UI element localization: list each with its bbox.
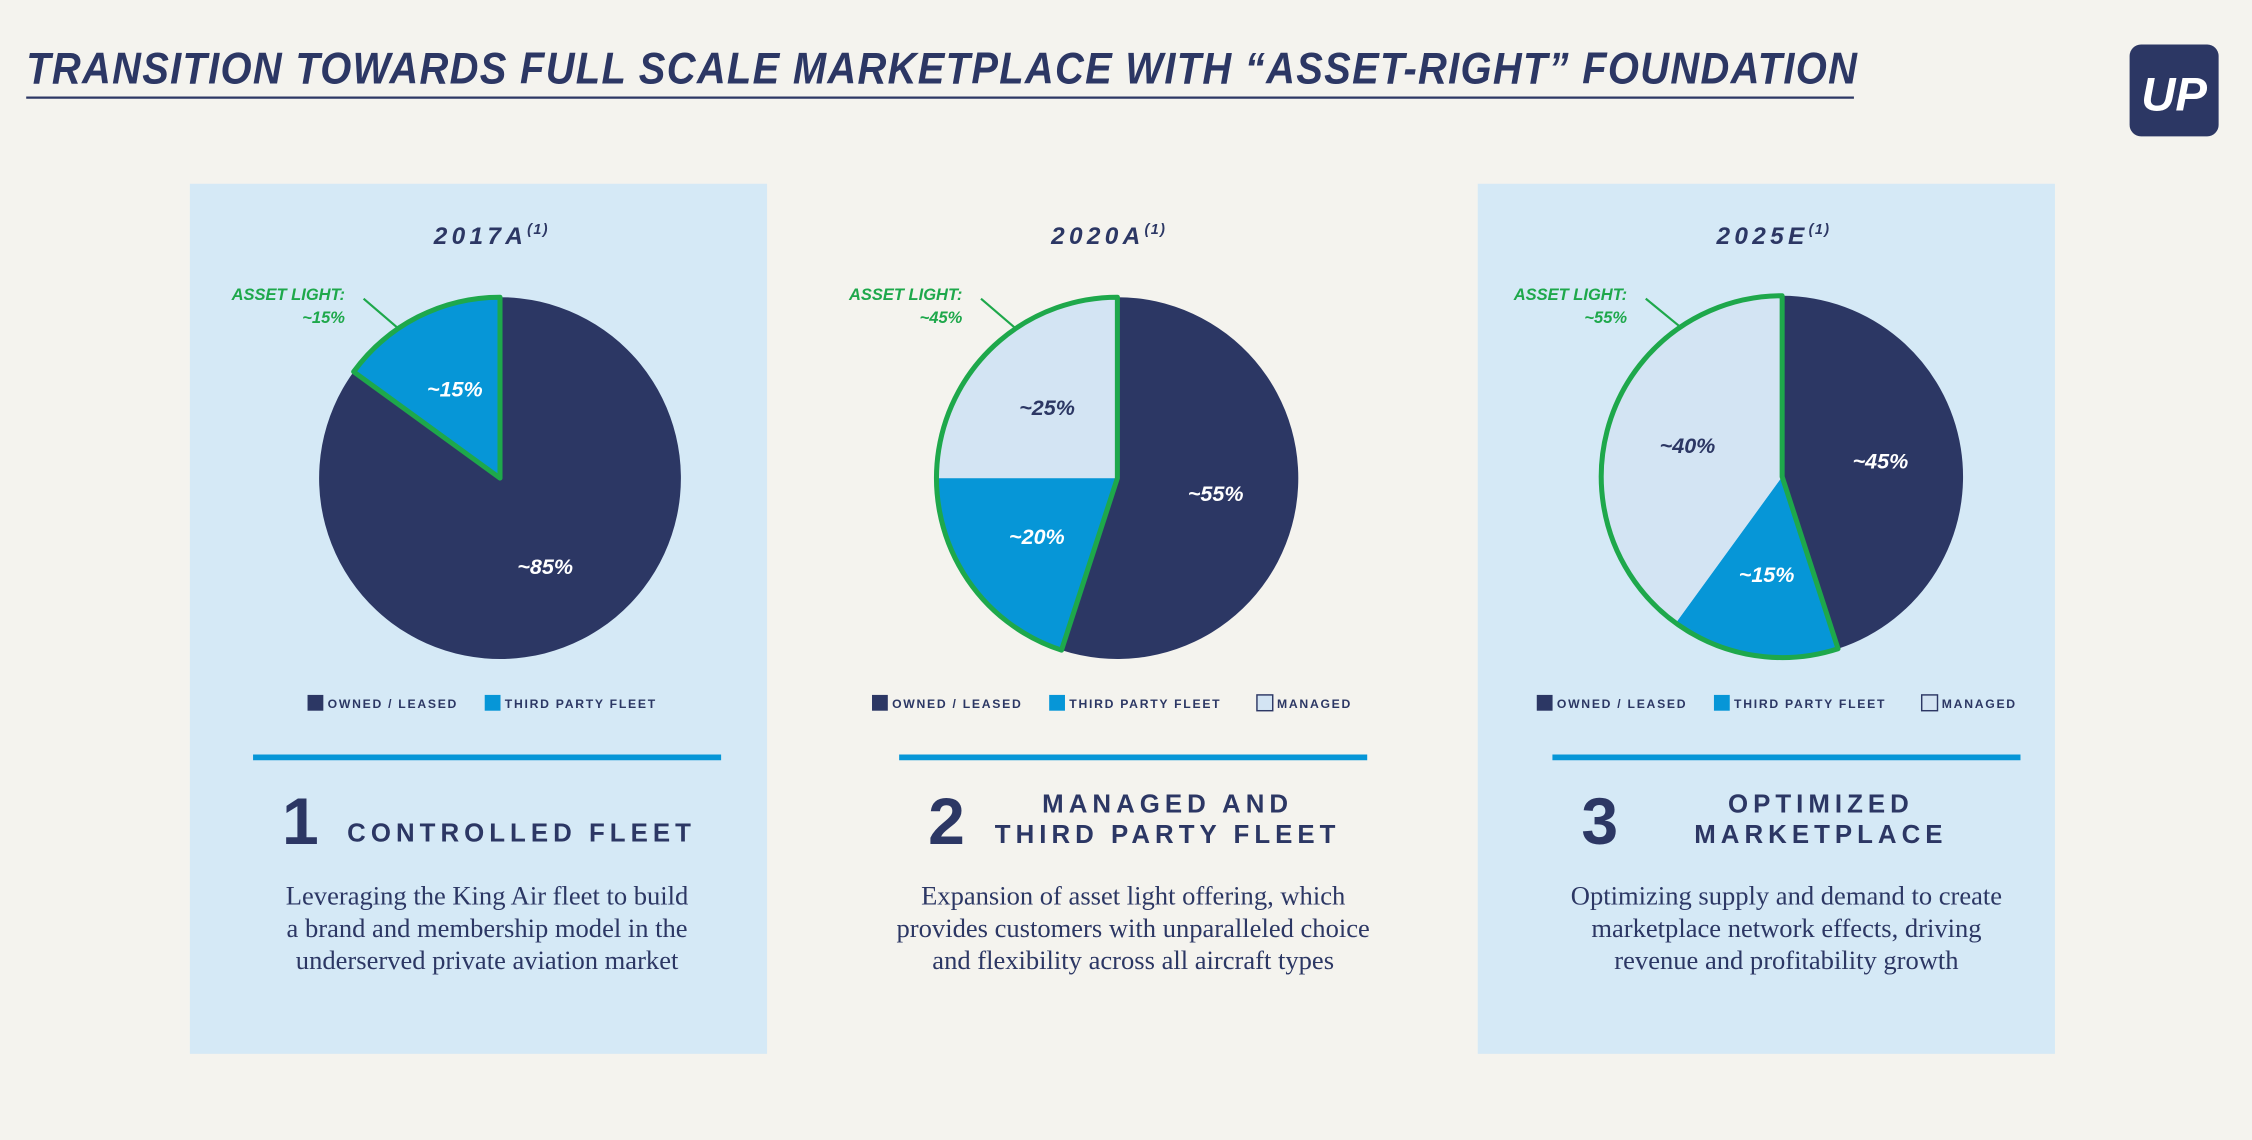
panel-description: Leveraging the King Air fleet to build [286, 881, 689, 911]
pie-slice [353, 297, 501, 479]
annotation: ASSET LIGHT: [848, 286, 962, 304]
value-label: ~85% [517, 555, 573, 579]
value-label: ~45% [1853, 449, 1909, 473]
panel-description: Optimizing supply and demand to create [1571, 881, 2002, 911]
pie-slice [936, 478, 1118, 651]
slide-title: TRANSITION TOWARDS FULL SCALE MARKETPLAC… [26, 44, 1858, 93]
pie-slice [936, 297, 1118, 479]
annotation: ASSET LIGHT: [1513, 286, 1627, 304]
legend-swatch [1536, 694, 1553, 711]
value-label: ~25% [1019, 396, 1075, 420]
pie-slice [1782, 295, 1964, 649]
pie-slice [1675, 476, 1839, 658]
value-label: ~15% [427, 378, 483, 402]
annotation: ASSET LIGHT: [231, 286, 345, 304]
chart-title: 2025E(1) [1716, 222, 1831, 250]
logo [2129, 44, 2219, 137]
chart-title-text: 2017A [433, 223, 527, 250]
chart-title-note: (1) [527, 222, 549, 238]
value-label: ~20% [1009, 525, 1065, 549]
panel-heading: THIRD PARTY FLEET [995, 821, 1341, 849]
panel-description: provides customers with unparalleled cho… [897, 913, 1370, 943]
panel-description: and flexibility across all aircraft type… [932, 945, 1334, 975]
annotation-leader [980, 297, 1017, 330]
annotation: ~45% [920, 309, 963, 327]
panel-heading: MARKETPLACE [1694, 821, 1947, 849]
annotation-leader [1645, 297, 1682, 328]
panel-description: a brand and membership model in the [287, 913, 688, 943]
annotation-leader [362, 297, 400, 330]
panel-heading: OPTIMIZED [1728, 791, 1914, 819]
legend-label: OWNED / LEASED [1557, 697, 1687, 711]
chart-title-note: (1) [1809, 222, 1831, 238]
panel-description: Expansion of asset light offering, which [921, 881, 1345, 911]
pie-slice [1601, 295, 1783, 624]
panel-description: revenue and profitability growth [1614, 945, 1958, 975]
legend-swatch [1256, 694, 1274, 712]
panel-description: marketplace network effects, driving [1591, 913, 1981, 943]
legend-label: THIRD PARTY FLEET [1734, 697, 1886, 711]
legend-swatch [872, 694, 888, 711]
asset-light-outline [1598, 293, 1841, 661]
pie-slice [1061, 297, 1299, 660]
value-label: ~15% [1739, 563, 1795, 587]
legend-label: MANAGED [1942, 697, 2017, 711]
legend-label: OWNED / LEASED [892, 697, 1022, 711]
legend-swatch [1713, 694, 1730, 711]
chart-title-text: 2020A [1050, 223, 1144, 250]
legend-swatch [1049, 694, 1065, 711]
chart-title: 2020A(1) [1050, 222, 1166, 250]
legend-label: THIRD PARTY FLEET [1069, 697, 1221, 711]
panel-description: underserved private aviation market [296, 945, 679, 975]
panel-number: 2 [928, 784, 965, 858]
legend-label: OWNED / LEASED [328, 697, 458, 711]
chart-title-text: 2025E [1716, 223, 1809, 250]
panel-number: 3 [1581, 784, 1618, 858]
panel-heading: MANAGED AND [1042, 791, 1293, 819]
value-label: ~40% [1660, 434, 1716, 458]
annotation: ~55% [1584, 309, 1627, 327]
annotation: ~15% [302, 309, 345, 327]
legend-swatch [1920, 694, 1939, 712]
legend-label: THIRD PARTY FLEET [505, 697, 657, 711]
value-label: ~55% [1188, 482, 1244, 506]
panel-number: 1 [282, 784, 319, 858]
asset-light-outline [351, 294, 503, 481]
asset-light-outline [934, 294, 1120, 653]
legend-swatch [484, 694, 501, 711]
chart-title: 2017A(1) [433, 222, 549, 250]
logo-text: UP [2141, 69, 2207, 122]
legend-label: MANAGED [1277, 697, 1352, 711]
panel-heading: CONTROLLED FLEET [347, 819, 696, 847]
legend-swatch [307, 694, 324, 711]
chart-title-note: (1) [1145, 222, 1167, 238]
